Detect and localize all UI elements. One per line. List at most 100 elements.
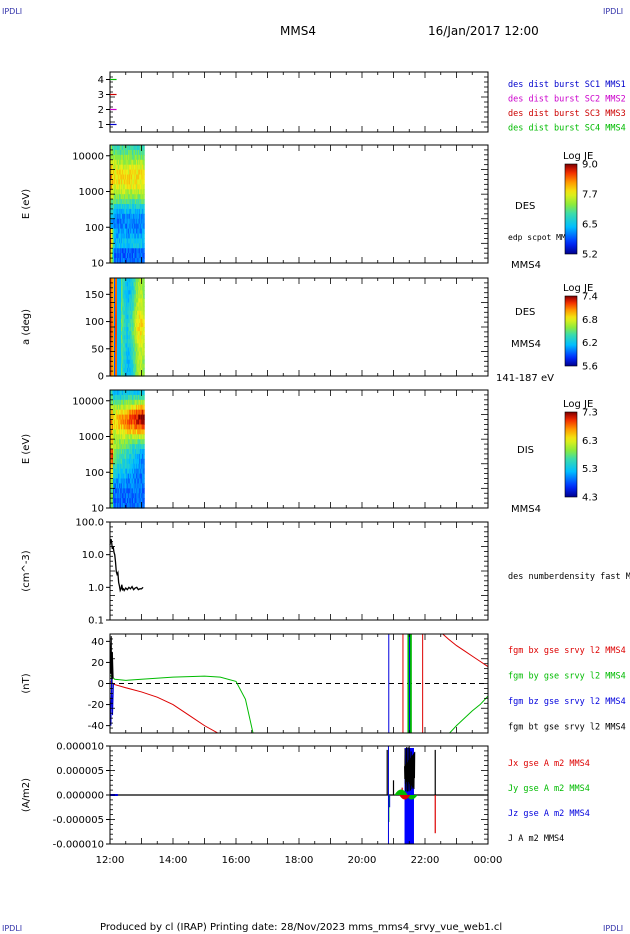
heatmap-cell bbox=[129, 310, 131, 316]
heatmap-cell bbox=[140, 449, 142, 455]
heatmap-cell bbox=[124, 458, 126, 465]
heatmap-cell bbox=[110, 189, 112, 195]
heatmap-cell bbox=[140, 371, 142, 377]
y-tick-label: 10 bbox=[91, 259, 104, 270]
heatmap-cell bbox=[141, 218, 143, 225]
heatmap-cell bbox=[136, 363, 138, 369]
heatmap-cell bbox=[129, 343, 131, 349]
heatmap-cell bbox=[133, 488, 135, 494]
heatmap-cell bbox=[118, 184, 120, 190]
heatmap-cell bbox=[124, 453, 126, 460]
heatmap-cell bbox=[130, 429, 132, 435]
heatmap-cell bbox=[115, 409, 117, 416]
heatmap-cell bbox=[112, 483, 114, 489]
heatmap-cell bbox=[137, 363, 139, 369]
heatmap-cell bbox=[140, 503, 142, 509]
heatmap-cell bbox=[132, 318, 134, 324]
heatmap-cell bbox=[131, 174, 133, 181]
heatmap-cell bbox=[134, 228, 136, 235]
heatmap-cell bbox=[131, 343, 133, 349]
heatmap-cell bbox=[138, 399, 140, 406]
heatmap-cell bbox=[125, 302, 127, 308]
heatmap-cell bbox=[126, 468, 128, 475]
heatmap-cell bbox=[110, 286, 112, 291]
heatmap-cell bbox=[119, 488, 121, 494]
heatmap-cell bbox=[111, 322, 113, 328]
heatmap-cell bbox=[112, 488, 114, 494]
heatmap-cell bbox=[133, 223, 135, 230]
heatmap-cell bbox=[139, 179, 141, 185]
heatmap-cell bbox=[121, 322, 123, 328]
heatmap-cell bbox=[125, 414, 127, 421]
heatmap-cell bbox=[116, 290, 118, 295]
heatmap-cell bbox=[116, 253, 118, 259]
heatmap-cell bbox=[141, 453, 143, 460]
heatmap-cell bbox=[135, 331, 137, 336]
heatmap-cell bbox=[126, 199, 128, 205]
heatmap-cell bbox=[116, 318, 118, 324]
legend-entry: des dist burst SC4 MMS4 bbox=[508, 124, 626, 134]
heatmap-cell bbox=[128, 371, 130, 377]
heatmap-cell bbox=[112, 233, 114, 240]
heatmap-cell bbox=[130, 351, 132, 357]
heatmap-cell bbox=[127, 179, 129, 185]
y-tick-label: 100 bbox=[85, 317, 104, 328]
heatmap-cell bbox=[135, 498, 137, 504]
heatmap-cell bbox=[111, 238, 113, 244]
heatmap-cell bbox=[139, 453, 141, 460]
heatmap-cell bbox=[143, 343, 145, 349]
heatmap-cell bbox=[137, 419, 139, 426]
heatmap-cell bbox=[127, 399, 129, 406]
heatmap-cell bbox=[130, 399, 132, 406]
heatmap-cell bbox=[114, 238, 116, 244]
heatmap-cell bbox=[124, 449, 126, 455]
heatmap-cell bbox=[110, 444, 112, 450]
heatmap-cell bbox=[113, 414, 115, 421]
heatmap-cell bbox=[119, 335, 121, 340]
heatmap-cell bbox=[141, 351, 143, 357]
heatmap-cell bbox=[110, 367, 112, 373]
heatmap-cell bbox=[138, 463, 140, 470]
heatmap-cell bbox=[111, 493, 113, 499]
heatmap-cell bbox=[118, 493, 120, 499]
heatmap-cell bbox=[140, 390, 142, 396]
heatmap-cell bbox=[120, 258, 122, 264]
heatmap-cell bbox=[127, 233, 129, 240]
heatmap-cell bbox=[129, 409, 131, 416]
heatmap-cell bbox=[135, 335, 137, 340]
heatmap-cell bbox=[110, 404, 112, 411]
heatmap-cell bbox=[125, 179, 127, 185]
heatmap-cell bbox=[121, 390, 123, 396]
heatmap-cell bbox=[130, 194, 132, 200]
heatmap-cell bbox=[134, 335, 136, 340]
heatmap-cell bbox=[143, 159, 145, 166]
heatmap-cell bbox=[122, 258, 124, 264]
heatmap-cell bbox=[135, 290, 137, 295]
heatmap-cell bbox=[119, 409, 121, 416]
heatmap-cell bbox=[136, 179, 138, 185]
legend-entry: des dist burst SC3 MMS3 bbox=[508, 109, 626, 119]
heatmap-cell bbox=[123, 503, 125, 509]
heatmap-cell bbox=[143, 339, 145, 344]
heatmap-cell bbox=[128, 331, 130, 336]
heatmap-cell bbox=[116, 174, 118, 181]
heatmap-cell bbox=[135, 359, 137, 365]
heatmap-cell bbox=[116, 282, 118, 287]
heatmap-cell bbox=[143, 429, 145, 435]
heatmap-cell bbox=[112, 159, 114, 166]
heatmap-cell bbox=[119, 194, 121, 200]
heatmap-cell bbox=[110, 439, 112, 445]
heatmap-cell bbox=[115, 339, 117, 344]
heatmap-cell bbox=[141, 282, 143, 287]
heatmap-cell bbox=[124, 248, 126, 254]
heatmap-cell bbox=[138, 409, 140, 416]
heatmap-cell bbox=[127, 453, 129, 460]
heatmap-cell bbox=[110, 184, 112, 190]
heatmap-cell bbox=[118, 419, 120, 426]
heatmap-cell bbox=[129, 159, 131, 166]
legend-entry: fgm bt gse srvy l2 MMS4 bbox=[508, 723, 626, 733]
heatmap-cell bbox=[129, 258, 131, 264]
heatmap-cell bbox=[143, 478, 145, 485]
heatmap-cell bbox=[131, 159, 133, 166]
